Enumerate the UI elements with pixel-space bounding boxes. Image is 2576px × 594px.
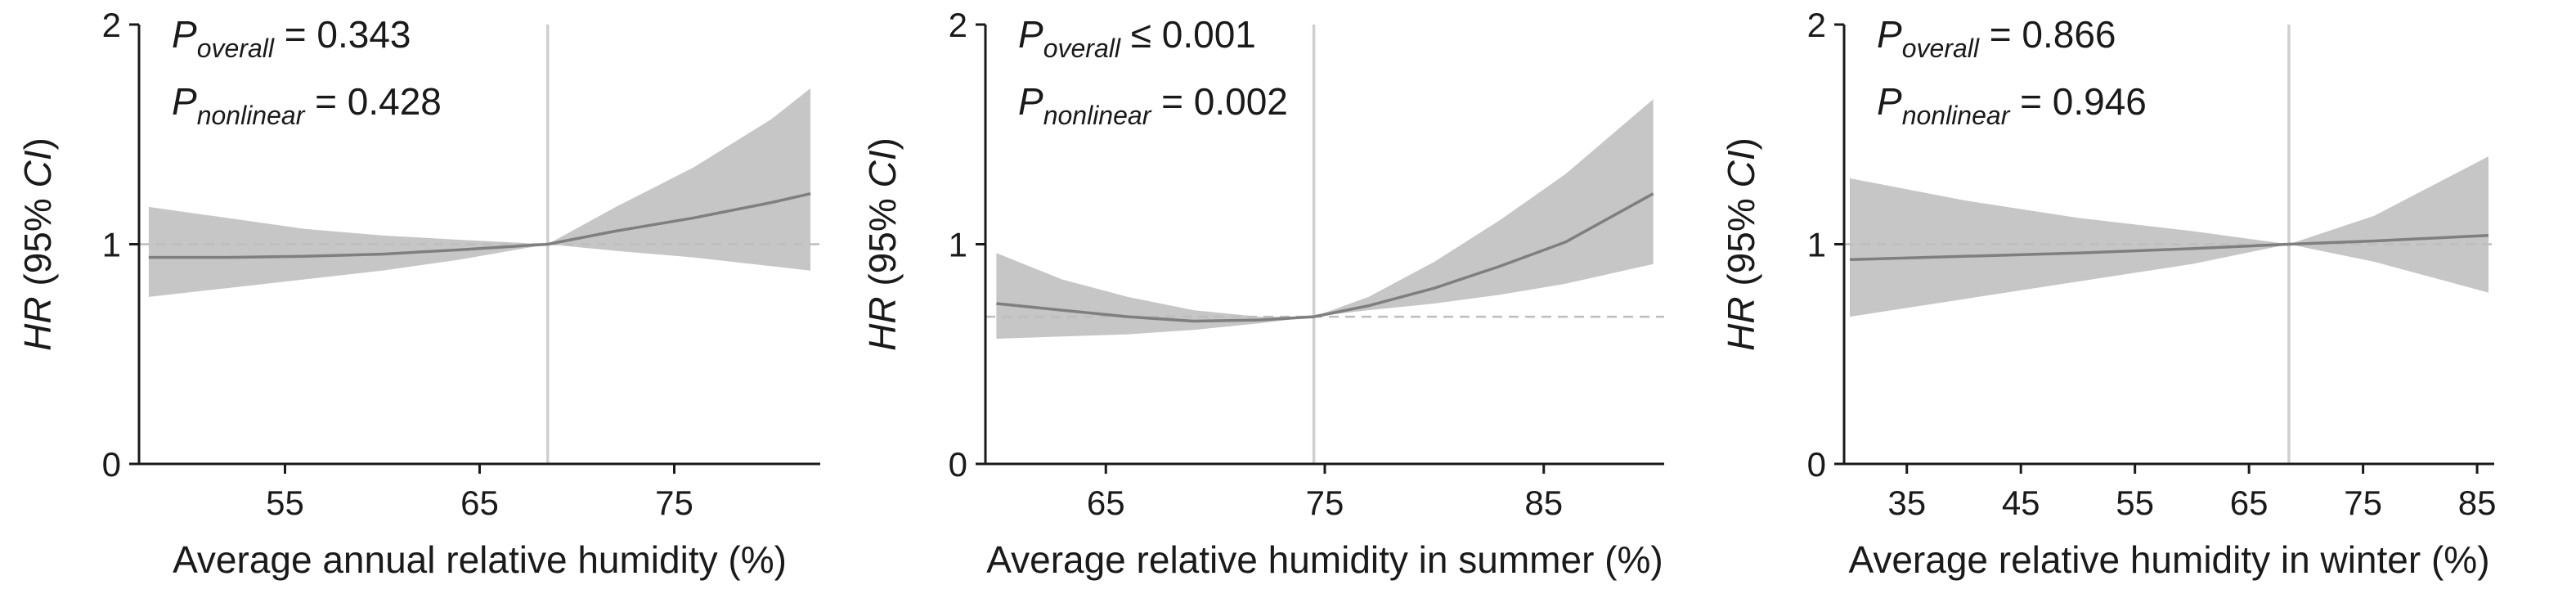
p-overall-annotation: Poverall = 0.343 [172, 13, 411, 63]
y-tick-label: 1 [949, 226, 967, 264]
p-subscript: overall [1043, 34, 1121, 63]
y-axis-title-ci: CI [16, 150, 59, 187]
y-tick-label: 0 [102, 445, 121, 484]
p-symbol: P [172, 80, 197, 123]
p-subscript: overall [197, 34, 275, 63]
x-axis-title: Average relative humidity in winter (%) [1848, 538, 2489, 581]
p-value: 0.946 [2053, 80, 2147, 123]
x-tick-label: 75 [655, 484, 693, 522]
ci-band [996, 99, 1654, 340]
p-operator: = [2009, 80, 2052, 123]
y-axis-title-close: ) [861, 137, 904, 150]
p-nonlinear-annotation: Pnonlinear = 0.428 [172, 80, 442, 130]
ci-band [148, 88, 811, 297]
p-operator: = [1151, 80, 1193, 123]
p-overall-annotation: Poverall ≤ 0.001 [1018, 13, 1256, 63]
p-symbol: P [1877, 80, 1902, 123]
panel-summer: 0 1 2 65 75 85 Average relative humidity in su… [861, 6, 1664, 581]
x-axis-title: Average relative humidity in summer (%) [986, 538, 1663, 581]
y-axis-title: HR (95% CI) [861, 137, 904, 351]
y-axis-title-mid: (95% [861, 187, 904, 296]
x-tick-label: 45 [2002, 484, 2040, 522]
hr-curve [996, 192, 1654, 323]
x-tick-label: 65 [1087, 484, 1125, 522]
panel-winter: 0 1 2 35 45 55 65 75 85 Average relative humidity… [1720, 6, 2496, 581]
y-axis-title-ci: CI [861, 150, 904, 187]
p-subscript: nonlinear [1902, 101, 2011, 130]
y-axis-title-hr: HR [1720, 296, 1762, 350]
y-axis-title: HR (95% CI) [1720, 137, 1762, 351]
ci-band [1850, 156, 2488, 317]
p-value: 0.428 [348, 80, 442, 123]
p-operator: ≤ [1120, 13, 1162, 56]
y-axis-title-hr: HR [861, 296, 904, 350]
p-value: 0.002 [1194, 80, 1288, 123]
p-symbol: P [172, 13, 197, 56]
p-subscript: nonlinear [1043, 101, 1152, 130]
x-tick-label: 85 [1524, 484, 1563, 522]
y-axis-title-close: ) [1720, 137, 1762, 150]
y-axis-title-close: ) [16, 137, 59, 150]
hr-curve [148, 191, 811, 259]
x-tick-label: 55 [2116, 484, 2154, 522]
p-value: 0.866 [2022, 13, 2116, 56]
p-value: 0.001 [1162, 13, 1256, 56]
y-tick-label: 0 [1807, 445, 1826, 484]
x-tick-label: 65 [460, 484, 499, 522]
y-axis-title: HR (95% CI) [16, 137, 59, 351]
p-nonlinear-annotation: Pnonlinear = 0.946 [1877, 80, 2147, 130]
y-axis-title-hr: HR [16, 296, 59, 350]
p-subscript: overall [1902, 34, 1980, 63]
panel-annual: 0 1 2 55 65 75 Average annual relative humidit… [16, 6, 820, 581]
p-value: 0.343 [316, 13, 411, 56]
y-axis-title-mid: (95% [16, 187, 59, 296]
x-tick-label: 35 [1887, 484, 1926, 522]
y-tick-label: 1 [1807, 226, 1826, 264]
x-tick-label: 65 [2230, 484, 2269, 522]
y-tick-label: 2 [102, 6, 121, 44]
x-tick-label: 75 [2344, 484, 2382, 522]
y-axis-title-ci: CI [1720, 150, 1762, 187]
y-tick-label: 0 [949, 445, 967, 484]
p-operator: = [274, 13, 316, 56]
x-tick-label: 85 [2458, 484, 2497, 522]
p-symbol: P [1018, 13, 1043, 56]
y-tick-label: 2 [1807, 6, 1826, 44]
p-symbol: P [1877, 13, 1902, 56]
p-subscript: nonlinear [197, 101, 306, 130]
p-symbol: P [1018, 80, 1043, 123]
p-nonlinear-annotation: Pnonlinear = 0.002 [1018, 80, 1288, 130]
p-operator: = [304, 80, 347, 123]
y-tick-label: 1 [102, 226, 121, 264]
y-axis-title-mid: (95% [1720, 187, 1762, 296]
y-tick-label: 2 [949, 6, 967, 44]
hr-curve [1849, 234, 2489, 262]
p-operator: = [1979, 13, 2022, 56]
x-tick-label: 75 [1306, 484, 1344, 522]
p-overall-annotation: Poverall = 0.866 [1877, 13, 2116, 63]
x-axis-title: Average annual relative humidity (%) [173, 538, 787, 581]
x-tick-label: 55 [266, 484, 304, 522]
